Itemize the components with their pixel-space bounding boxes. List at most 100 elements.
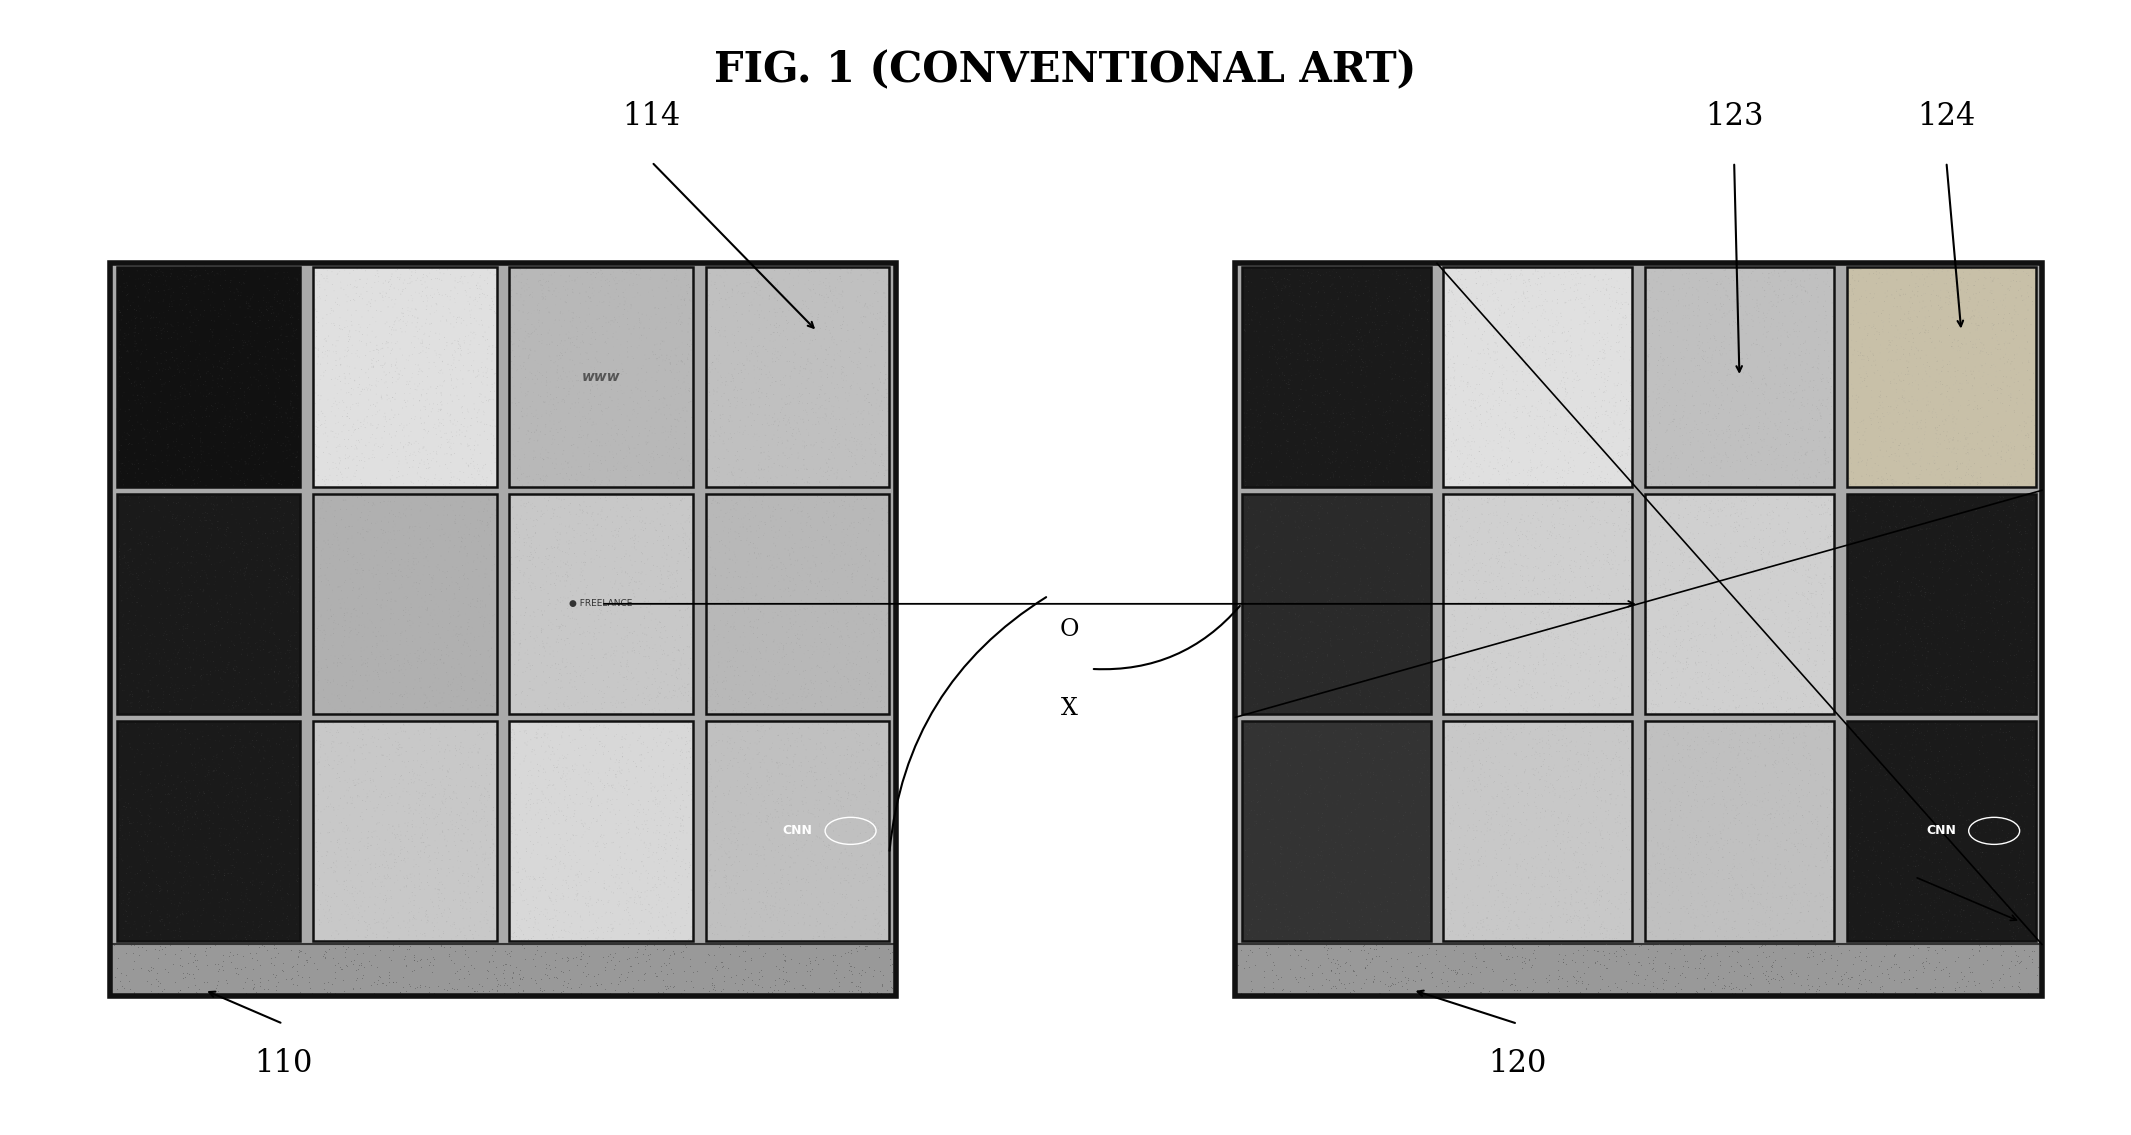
Point xyxy=(1466,732,1500,750)
Point xyxy=(635,409,669,427)
Point xyxy=(1739,625,1773,644)
Point xyxy=(1598,714,1632,732)
Point xyxy=(1304,976,1338,994)
Point xyxy=(364,705,398,723)
Point xyxy=(1805,722,1839,740)
Point xyxy=(337,291,371,309)
Point xyxy=(443,740,477,758)
Point xyxy=(575,377,609,395)
Point xyxy=(590,923,624,941)
Point xyxy=(1270,699,1304,717)
Point xyxy=(209,791,243,809)
Point xyxy=(281,469,315,487)
Point xyxy=(1756,543,1790,561)
Point xyxy=(733,545,767,563)
Point xyxy=(671,718,705,737)
Point xyxy=(774,519,808,537)
Point xyxy=(352,619,386,637)
Point xyxy=(624,632,658,650)
Point xyxy=(1394,338,1428,356)
Point xyxy=(273,808,307,826)
Point xyxy=(1845,538,1880,556)
Point xyxy=(1274,823,1308,841)
Point xyxy=(117,313,151,331)
Point xyxy=(345,459,379,477)
Point xyxy=(1349,612,1383,630)
Point xyxy=(739,426,774,444)
Point xyxy=(1490,950,1524,968)
Point xyxy=(1679,917,1713,935)
Point xyxy=(1294,579,1328,597)
Point xyxy=(857,263,891,281)
Point xyxy=(1660,717,1694,735)
Point xyxy=(863,835,897,854)
Point xyxy=(799,872,833,890)
Point xyxy=(190,856,224,874)
Point xyxy=(1995,952,2029,970)
Point xyxy=(1978,291,2012,309)
Point xyxy=(1845,426,1880,444)
Point xyxy=(1313,438,1347,456)
Point xyxy=(733,523,767,541)
Point xyxy=(658,651,693,670)
Point xyxy=(543,558,578,577)
Point xyxy=(548,632,582,650)
Point xyxy=(1519,598,1553,616)
Point xyxy=(1696,826,1730,844)
Point xyxy=(392,775,426,793)
Point xyxy=(183,821,217,839)
Point xyxy=(1413,671,1447,689)
Point xyxy=(422,742,456,760)
Point xyxy=(1522,615,1556,633)
Point xyxy=(825,364,859,382)
Point xyxy=(688,501,722,519)
Point xyxy=(514,577,548,595)
Point xyxy=(1519,418,1553,436)
Point xyxy=(1698,312,1733,330)
Point xyxy=(2001,751,2035,770)
Point xyxy=(1683,337,1718,355)
Point xyxy=(627,326,661,344)
Point xyxy=(207,951,241,969)
Point xyxy=(375,439,409,457)
Point xyxy=(2016,776,2050,794)
Point xyxy=(1377,713,1411,731)
Point xyxy=(1564,644,1598,662)
Point xyxy=(776,718,810,737)
Point xyxy=(693,384,727,402)
Point xyxy=(1498,316,1532,334)
Point xyxy=(1943,335,1978,353)
Point xyxy=(392,785,426,804)
Point xyxy=(224,284,258,302)
Point xyxy=(746,625,780,644)
Point xyxy=(1709,667,1743,686)
Point xyxy=(1884,874,1918,892)
Point xyxy=(1677,866,1711,884)
Point xyxy=(1230,549,1264,568)
Point xyxy=(825,679,859,697)
Point xyxy=(256,878,290,897)
Point xyxy=(673,858,707,876)
Point xyxy=(1701,834,1735,852)
Point xyxy=(158,409,192,427)
Point xyxy=(1543,667,1577,686)
Point xyxy=(1848,589,1882,607)
Point xyxy=(130,472,164,490)
Point xyxy=(1611,393,1645,411)
Point xyxy=(1786,281,1820,300)
Point xyxy=(298,713,332,731)
Point xyxy=(665,812,699,830)
Point xyxy=(1628,848,1662,866)
Point xyxy=(1869,692,1903,711)
Point xyxy=(249,790,283,808)
Point xyxy=(1289,313,1323,331)
Point xyxy=(335,565,369,583)
Point xyxy=(104,319,139,337)
Point xyxy=(362,698,396,716)
Point xyxy=(2005,898,2039,916)
Point xyxy=(228,474,262,493)
Point xyxy=(673,454,707,472)
Point xyxy=(1455,852,1490,871)
Point xyxy=(1306,656,1340,674)
Point xyxy=(590,893,624,911)
